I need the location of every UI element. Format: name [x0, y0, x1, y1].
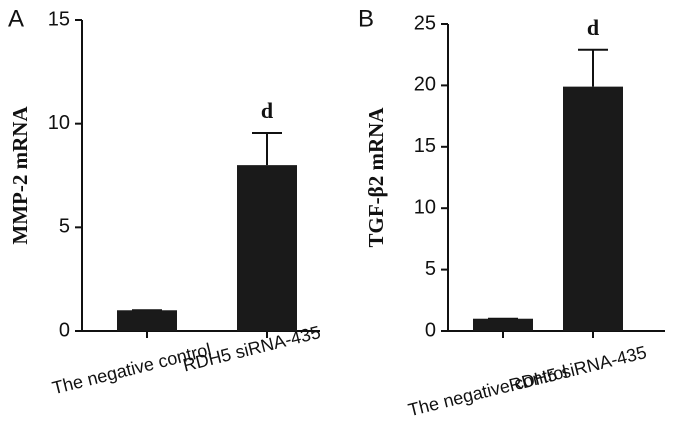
y-tick-label: 15 [414, 135, 436, 157]
y-tick-label: 25 [414, 12, 436, 34]
y-tick-label: 10 [414, 196, 436, 218]
x-tick-label: RDH5 siRNA-435 [507, 342, 649, 396]
y-axis-label: TGF-β2 mRNA [364, 107, 388, 248]
y-tick-label: 10 [48, 112, 70, 134]
bar [473, 318, 533, 331]
significance-label: d [261, 98, 273, 123]
bar [117, 310, 177, 331]
y-tick-label: 5 [425, 258, 436, 280]
y-tick-label: 15 [48, 8, 70, 30]
y-tick-label: 5 [59, 216, 70, 238]
y-axis-label: MMP-2 mRNA [8, 106, 32, 245]
y-tick-label: 0 [59, 319, 70, 341]
panel-letter: A [8, 5, 24, 32]
y-tick-label: 20 [414, 74, 436, 96]
panel-letter: B [358, 5, 374, 32]
y-tick-label: 0 [425, 319, 436, 341]
significance-label: d [587, 15, 599, 40]
bar [563, 86, 623, 332]
bar [237, 165, 297, 331]
